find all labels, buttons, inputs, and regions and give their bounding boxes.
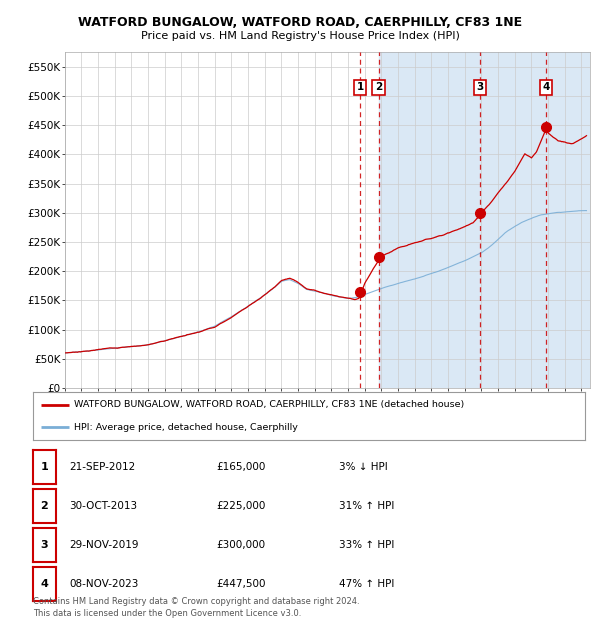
Text: 2: 2 <box>375 82 382 92</box>
Text: 31% ↑ HPI: 31% ↑ HPI <box>339 501 394 511</box>
Text: £300,000: £300,000 <box>216 540 265 550</box>
Bar <box>565 52 590 388</box>
Text: 29-NOV-2019: 29-NOV-2019 <box>69 540 139 550</box>
Text: 30-OCT-2013: 30-OCT-2013 <box>69 501 137 511</box>
Text: £447,500: £447,500 <box>216 579 265 589</box>
Text: HPI: Average price, detached house, Caerphilly: HPI: Average price, detached house, Caer… <box>74 423 298 432</box>
Text: WATFORD BUNGALOW, WATFORD ROAD, CAERPHILLY, CF83 1NE: WATFORD BUNGALOW, WATFORD ROAD, CAERPHIL… <box>78 16 522 29</box>
Text: 4: 4 <box>40 579 49 589</box>
Text: £165,000: £165,000 <box>216 462 265 472</box>
Text: 1: 1 <box>356 82 364 92</box>
Text: 1: 1 <box>41 462 48 472</box>
Text: 08-NOV-2023: 08-NOV-2023 <box>69 579 139 589</box>
Text: 3: 3 <box>476 82 484 92</box>
Text: 33% ↑ HPI: 33% ↑ HPI <box>339 540 394 550</box>
Text: 2: 2 <box>41 501 48 511</box>
Text: Price paid vs. HM Land Registry's House Price Index (HPI): Price paid vs. HM Land Registry's House … <box>140 31 460 41</box>
Text: 3: 3 <box>41 540 48 550</box>
Bar <box>379 52 590 388</box>
Text: 21-SEP-2012: 21-SEP-2012 <box>69 462 135 472</box>
Text: £225,000: £225,000 <box>216 501 265 511</box>
Text: 47% ↑ HPI: 47% ↑ HPI <box>339 579 394 589</box>
Text: WATFORD BUNGALOW, WATFORD ROAD, CAERPHILLY, CF83 1NE (detached house): WATFORD BUNGALOW, WATFORD ROAD, CAERPHIL… <box>74 401 464 409</box>
Text: 3% ↓ HPI: 3% ↓ HPI <box>339 462 388 472</box>
Text: 4: 4 <box>542 82 550 92</box>
Text: Contains HM Land Registry data © Crown copyright and database right 2024.
This d: Contains HM Land Registry data © Crown c… <box>33 596 359 618</box>
